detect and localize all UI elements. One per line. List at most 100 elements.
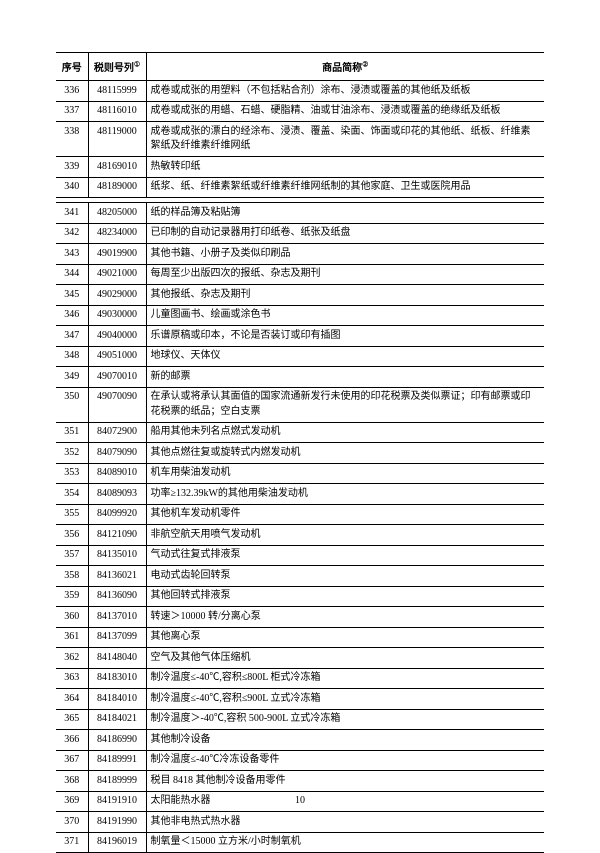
table-row: 35384089010机车用柴油发动机 [56, 463, 544, 484]
cell-name: 制冷温度≤-40℃,容积≤800L 柜式冷冻箱 [146, 668, 544, 689]
cell-code: 49029000 [88, 285, 146, 306]
table-row: 35784135010气动式往复式排液泵 [56, 545, 544, 566]
cell-seq: 365 [56, 709, 88, 730]
cell-code: 48189000 [88, 177, 146, 198]
table-row: 33648115999成卷或成张的用塑料（不包括粘合剂）涂布、浸渍或覆盖的其他纸… [56, 81, 544, 102]
table-row: 35584099920其他机车发动机零件 [56, 504, 544, 525]
cell-code: 84089093 [88, 484, 146, 505]
cell-code: 84099920 [88, 504, 146, 525]
cell-seq: 353 [56, 463, 88, 484]
cell-name: 制冷温度≤-40℃,容积≤900L 立式冷冻箱 [146, 689, 544, 710]
cell-seq: 367 [56, 750, 88, 771]
cell-name: 成卷或成张的用蜡、石蜡、硬脂精、油或甘油涂布、浸渍或覆盖的绝缘纸及纸板 [146, 101, 544, 122]
cell-seq: 348 [56, 346, 88, 367]
cell-seq: 360 [56, 607, 88, 628]
table-row: 34549029000其他报纸、杂志及期刊 [56, 285, 544, 306]
cell-name: 新的邮票 [146, 367, 544, 388]
table-row: 34449021000每周至少出版四次的报纸、杂志及期刊 [56, 264, 544, 285]
cell-code: 49019900 [88, 244, 146, 265]
cell-seq: 345 [56, 285, 88, 306]
cell-code: 48234000 [88, 223, 146, 244]
cell-code: 84184021 [88, 709, 146, 730]
cell-seq: 340 [56, 177, 88, 198]
table-row: 37084191990其他非电热式热水器 [56, 812, 544, 833]
cell-seq: 370 [56, 812, 88, 833]
tariff-table: 序号 税则号列① 商品简称② 33648115999成卷或成张的用塑料（不包括粘… [56, 52, 544, 853]
cell-name: 乐谱原稿或印本，不论是否装订或印有插图 [146, 326, 544, 347]
cell-seq: 356 [56, 525, 88, 546]
table-row: 34148205000纸的样品簿及粘贴簿 [56, 203, 544, 224]
cell-seq: 346 [56, 305, 88, 326]
cell-code: 84089010 [88, 463, 146, 484]
cell-name: 制氧量＜15000 立方米/小时制氧机 [146, 832, 544, 853]
cell-seq: 336 [56, 81, 88, 102]
table-header-row: 序号 税则号列① 商品简称② [56, 53, 544, 81]
cell-name: 纸浆、纸、纤维素絮纸或纤维素纤维网纸制的其他家庭、卫生或医院用品 [146, 177, 544, 198]
cell-seq: 342 [56, 223, 88, 244]
table-row: 34248234000已印制的自动记录器用打印纸卷、纸张及纸盘 [56, 223, 544, 244]
cell-code: 84189991 [88, 750, 146, 771]
cell-name: 功率≥132.39kW的其他用柴油发动机 [146, 484, 544, 505]
cell-code: 48116010 [88, 101, 146, 122]
table-row: 33748116010成卷或成张的用蜡、石蜡、硬脂精、油或甘油涂布、浸渍或覆盖的… [56, 101, 544, 122]
cell-code: 84079090 [88, 443, 146, 464]
table-row: 36584184021制冷温度＞-40℃,容积 500-900L 立式冷冻箱 [56, 709, 544, 730]
table-row: 35884136021电动式齿轮回转泵 [56, 566, 544, 587]
table-row: 37184196019制氧量＜15000 立方米/小时制氧机 [56, 832, 544, 853]
cell-seq: 351 [56, 422, 88, 443]
cell-code: 48119000 [88, 122, 146, 157]
cell-seq: 368 [56, 771, 88, 792]
table-row: 34649030000儿童图画书、绘画或涂色书 [56, 305, 544, 326]
table-row: 35049070090在承认或将承认其面值的国家流通新发行未使用的印花税票及类似… [56, 387, 544, 422]
cell-name: 税目 8418 其他制冷设备用零件 [146, 771, 544, 792]
table-row: 35284079090其他点燃往复或旋转式内燃发动机 [56, 443, 544, 464]
cell-seq: 359 [56, 586, 88, 607]
table-row: 33848119000成卷或成张的漂白的经涂布、浸渍、覆盖、染面、饰面或印花的其… [56, 122, 544, 157]
cell-seq: 347 [56, 326, 88, 347]
cell-name: 其他报纸、杂志及期刊 [146, 285, 544, 306]
cell-code: 49030000 [88, 305, 146, 326]
table-row: 35184072900船用其他未列名点燃式发动机 [56, 422, 544, 443]
table-row: 35984136090其他回转式排液泵 [56, 586, 544, 607]
table-row: 36684186990其他制冷设备 [56, 730, 544, 751]
table-row: 33948169010热敏转印纸 [56, 157, 544, 178]
table-row: 34048189000纸浆、纸、纤维素絮纸或纤维素纤维网纸制的其他家庭、卫生或医… [56, 177, 544, 198]
cell-code: 84148040 [88, 648, 146, 669]
table-body: 33648115999成卷或成张的用塑料（不包括粘合剂）涂布、浸渍或覆盖的其他纸… [56, 81, 544, 853]
table-row: 34749040000乐谱原稿或印本，不论是否装订或印有插图 [56, 326, 544, 347]
cell-code: 84184010 [88, 689, 146, 710]
cell-code: 84137010 [88, 607, 146, 628]
cell-code: 84196019 [88, 832, 146, 853]
header-name: 商品简称② [146, 53, 544, 81]
cell-code: 84191990 [88, 812, 146, 833]
cell-seq: 352 [56, 443, 88, 464]
cell-code: 84135010 [88, 545, 146, 566]
cell-seq: 344 [56, 264, 88, 285]
cell-seq: 341 [56, 203, 88, 224]
page-number: 10 [0, 795, 600, 806]
cell-code: 84072900 [88, 422, 146, 443]
table-row: 35484089093功率≥132.39kW的其他用柴油发动机 [56, 484, 544, 505]
table-row: 35684121090非航空航天用喷气发动机 [56, 525, 544, 546]
cell-name: 气动式往复式排液泵 [146, 545, 544, 566]
cell-seq: 358 [56, 566, 88, 587]
cell-name: 儿童图画书、绘画或涂色书 [146, 305, 544, 326]
cell-code: 49051000 [88, 346, 146, 367]
cell-name: 其他制冷设备 [146, 730, 544, 751]
cell-code: 48115999 [88, 81, 146, 102]
table-row: 34349019900其他书籍、小册子及类似印刷品 [56, 244, 544, 265]
cell-seq: 349 [56, 367, 88, 388]
cell-code: 84183010 [88, 668, 146, 689]
cell-seq: 337 [56, 101, 88, 122]
cell-seq: 354 [56, 484, 88, 505]
cell-seq: 364 [56, 689, 88, 710]
cell-code: 84186990 [88, 730, 146, 751]
table-row: 36084137010转速＞10000 转/分离心泵 [56, 607, 544, 628]
cell-seq: 362 [56, 648, 88, 669]
cell-name: 在承认或将承认其面值的国家流通新发行未使用的印花税票及类似票证；印有邮票或印花税… [146, 387, 544, 422]
cell-name: 成卷或成张的用塑料（不包括粘合剂）涂布、浸渍或覆盖的其他纸及纸板 [146, 81, 544, 102]
cell-code: 48169010 [88, 157, 146, 178]
header-seq: 序号 [56, 53, 88, 81]
cell-name: 其他回转式排液泵 [146, 586, 544, 607]
cell-name: 地球仪、天体仪 [146, 346, 544, 367]
